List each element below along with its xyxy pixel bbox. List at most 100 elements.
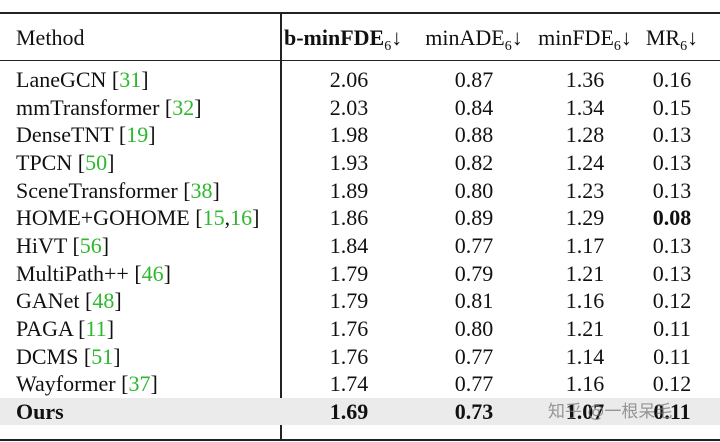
value-cell: 1.84 <box>329 232 369 258</box>
value-cell: 1.16 <box>565 288 605 314</box>
cite-separator: , <box>224 205 231 231</box>
method-cell: SceneTransformer [38] <box>16 178 220 204</box>
value-cell: 1.89 <box>329 177 369 203</box>
citation: 31 <box>119 67 142 92</box>
cite-bracket: [ <box>134 260 142 286</box>
value-cell: 0.08 <box>652 205 692 231</box>
value-cell: 1.23 <box>565 177 605 203</box>
value-cell: 1.21 <box>565 260 605 286</box>
citation: 51 <box>91 343 114 369</box>
header-arrow: ↓ <box>391 25 403 50</box>
method-name: TPCN <box>16 149 73 175</box>
value-cell: 1.69 <box>329 398 369 424</box>
header-text: minADE <box>425 25 505 50</box>
value-cell: 0.73 <box>454 398 494 424</box>
cite-bracket: ] <box>163 260 171 286</box>
method-name: GANet <box>16 288 80 314</box>
value-cell: 0.87 <box>454 67 494 92</box>
cite-bracket: [ <box>183 177 191 203</box>
value-cell: 0.11 <box>653 398 691 424</box>
value-cell: 0.13 <box>652 149 692 175</box>
header-cell: MR6↓ <box>646 25 698 60</box>
citation: 11 <box>85 315 107 341</box>
citation: 38 <box>190 177 213 203</box>
header-cell: minFDE6↓ <box>538 25 632 60</box>
cite-bracket: ] <box>101 232 110 258</box>
citation: 56 <box>79 232 102 258</box>
value-cell: 0.13 <box>652 177 692 203</box>
value-cell: 1.36 <box>565 67 605 92</box>
column-divider <box>280 14 282 441</box>
method-cell: GANet [48] <box>16 288 122 314</box>
header-subscript: 6 <box>613 39 621 54</box>
method-cell: LaneGCN [31] <box>16 67 149 93</box>
method-name: HOME+GOHOME <box>16 205 190 231</box>
header-text: Method <box>16 25 85 50</box>
value-cell: 0.79 <box>454 260 494 286</box>
cite-bracket: ] <box>113 343 121 369</box>
method-name: DCMS <box>16 343 79 369</box>
cite-bracket: ] <box>107 149 115 175</box>
method-name: HiVT <box>16 232 67 258</box>
cite-bracket: [ <box>118 122 127 148</box>
value-cell: 1.29 <box>565 205 605 231</box>
cite-bracket: [ <box>164 94 173 120</box>
method-name: mmTransformer <box>16 94 160 120</box>
citation: 32 <box>172 94 195 120</box>
value-cell: 0.77 <box>454 232 494 258</box>
citation: 16 <box>230 205 253 231</box>
value-cell: 0.80 <box>454 177 494 203</box>
header-cell: minADE6↓ <box>425 25 522 60</box>
header-subscript: 6 <box>680 39 688 54</box>
cite-bracket: ] <box>252 205 260 231</box>
header-rule <box>0 60 720 61</box>
method-cell: HOME+GOHOME [15,16] <box>16 205 259 231</box>
method-cell: HiVT [56] <box>16 233 109 259</box>
citation: 37 <box>128 371 151 397</box>
citation: 50 <box>85 149 108 175</box>
value-cell: 1.98 <box>329 122 369 148</box>
value-cell: 0.89 <box>454 205 494 231</box>
header-text: b-minFDE <box>284 25 385 50</box>
header-cell: b-minFDE6↓ <box>284 25 402 60</box>
cite-bracket: ] <box>148 122 156 148</box>
method-name: PAGA <box>16 315 73 341</box>
value-cell: 0.84 <box>454 94 494 120</box>
value-cell: 1.93 <box>329 149 369 175</box>
value-cell: 0.15 <box>652 94 692 120</box>
method-cell: PAGA [11] <box>16 316 114 342</box>
cite-bracket: ] <box>194 94 202 120</box>
bottom-rule <box>0 439 720 441</box>
value-cell: 0.77 <box>454 343 494 369</box>
cite-bracket: ] <box>141 67 149 92</box>
method-cell: mmTransformer [32] <box>16 95 202 121</box>
method-name: Ours <box>16 398 64 424</box>
header-subscript: 6 <box>384 39 392 54</box>
value-cell: 0.80 <box>454 315 494 341</box>
value-cell: 1.24 <box>565 149 605 175</box>
value-cell: 0.13 <box>652 260 692 286</box>
value-cell: 1.76 <box>329 315 369 341</box>
cite-bracket: [ <box>77 149 86 175</box>
value-cell: 0.81 <box>454 288 494 314</box>
value-cell: 0.11 <box>653 315 691 341</box>
cite-bracket: [ <box>78 315 86 341</box>
method-cell: Ours <box>16 399 64 425</box>
cite-bracket: [ <box>195 205 203 231</box>
value-cell: 2.03 <box>329 94 369 120</box>
cite-bracket: [ <box>111 67 120 92</box>
value-cell: 0.12 <box>652 371 692 397</box>
value-cell: 1.34 <box>565 94 605 120</box>
header-arrow: ↓ <box>687 25 699 50</box>
value-cell: 0.77 <box>454 371 494 397</box>
citation: 15 <box>202 205 225 231</box>
value-cell: 1.17 <box>565 232 605 258</box>
value-cell: 1.86 <box>329 205 369 231</box>
cite-bracket: ] <box>114 288 122 314</box>
watermark: 知乎 @一根呆毛 <box>548 402 673 422</box>
cite-bracket: [ <box>121 371 129 397</box>
value-cell: 0.12 <box>652 288 692 314</box>
value-cell: 0.11 <box>653 343 691 369</box>
cite-bracket: [ <box>85 288 93 314</box>
